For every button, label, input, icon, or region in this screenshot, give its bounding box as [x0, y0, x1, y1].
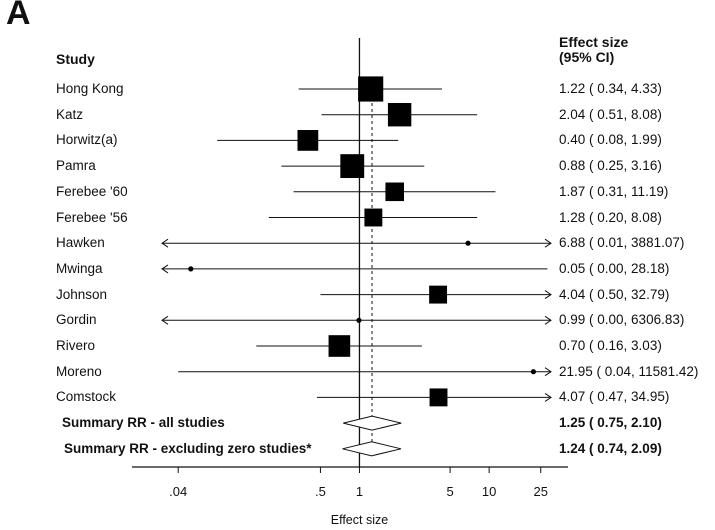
- weight-box: [358, 76, 384, 102]
- ci-arrow-left: [161, 315, 169, 325]
- study-label: Johnson: [56, 286, 108, 302]
- ci-label: 1.22 ( 0.34, 4.33): [559, 81, 662, 96]
- ci-label: 0.40 ( 0.08, 1.99): [559, 132, 662, 148]
- study-label: Katz: [56, 106, 84, 122]
- x-tick-label: .04: [169, 484, 188, 499]
- ci-label: 2.04 ( 0.51, 8.08): [559, 106, 662, 122]
- study-label: Ferebee '56: [56, 209, 128, 225]
- weight-box: [385, 182, 404, 202]
- study-label: Moreno: [56, 363, 102, 379]
- study-label: Comstock: [56, 389, 117, 405]
- point-estimate: [465, 240, 471, 246]
- x-tick-label: .5: [315, 484, 326, 499]
- point-estimate: [188, 266, 194, 272]
- ci-label: 0.05 ( 0.00, 28.18): [559, 260, 670, 276]
- ci-arrow-right: [544, 238, 552, 248]
- weight-box: [328, 335, 351, 357]
- ci-arrow-left: [161, 238, 169, 248]
- study-label: Pamra: [56, 158, 96, 174]
- x-tick-label: 10: [481, 484, 497, 499]
- summary-diamond: [343, 415, 402, 431]
- study-label: Horwitz(a): [56, 132, 118, 148]
- summary-diamond: [342, 441, 402, 457]
- ci-label: 1.87 ( 0.31, 11.19): [559, 183, 669, 199]
- ci-label: 21.95 ( 0.04, 11581.42): [559, 363, 699, 379]
- point-estimate: [356, 317, 362, 323]
- study-label: Rivero: [56, 338, 96, 353]
- ci-arrow-right: [544, 367, 552, 377]
- ci-arrow-right: [544, 392, 552, 402]
- summary-ci-label: 1.24 ( 0.74, 2.09): [559, 440, 662, 456]
- study-label: Mwinga: [56, 260, 103, 276]
- ci-arrow-right: [544, 290, 552, 300]
- summary-label: Summary RR - excluding zero studies*: [64, 440, 312, 456]
- weight-box: [387, 103, 412, 127]
- ci-label: 0.88 ( 0.25, 3.16): [559, 158, 662, 174]
- panel-label: A: [6, 0, 31, 32]
- weight-box: [429, 285, 448, 304]
- study-column-header: Study: [56, 51, 95, 67]
- study-label: Hong Kong: [56, 81, 124, 96]
- ci-label: 4.07 ( 0.47, 34.95): [559, 389, 670, 405]
- ci-arrow-left: [161, 264, 169, 274]
- summary-ci-label: 1.25 ( 0.75, 2.10): [559, 415, 662, 431]
- weight-box: [429, 388, 448, 407]
- ci-header: (95% CI): [559, 49, 615, 65]
- ci-arrow-right: [544, 315, 552, 325]
- point-estimate: [530, 369, 537, 375]
- weight-box: [297, 130, 319, 151]
- ci-label: 4.04 ( 0.50, 32.79): [559, 286, 670, 302]
- x-axis-label: Effect size: [330, 513, 389, 527]
- study-label: Gordin: [56, 312, 97, 328]
- ci-label: 6.88 ( 0.01, 3881.07): [559, 235, 685, 251]
- ci-label: 0.70 ( 0.16, 3.03): [559, 338, 662, 353]
- summary-label: Summary RR - all studies: [62, 415, 225, 431]
- study-label: Hawken: [56, 235, 105, 251]
- weight-box: [340, 154, 365, 179]
- effect-size-header: Effect size: [559, 34, 629, 50]
- ci-label: 1.28 ( 0.20, 8.08): [559, 209, 662, 225]
- x-tick-label: 25: [533, 484, 548, 499]
- study-label: Ferebee '60: [56, 183, 128, 199]
- weight-box: [364, 208, 383, 227]
- ci-label: 0.99 ( 0.00, 6306.83): [559, 312, 685, 328]
- x-tick-label: 1: [355, 484, 364, 499]
- x-tick-label: 5: [446, 484, 454, 499]
